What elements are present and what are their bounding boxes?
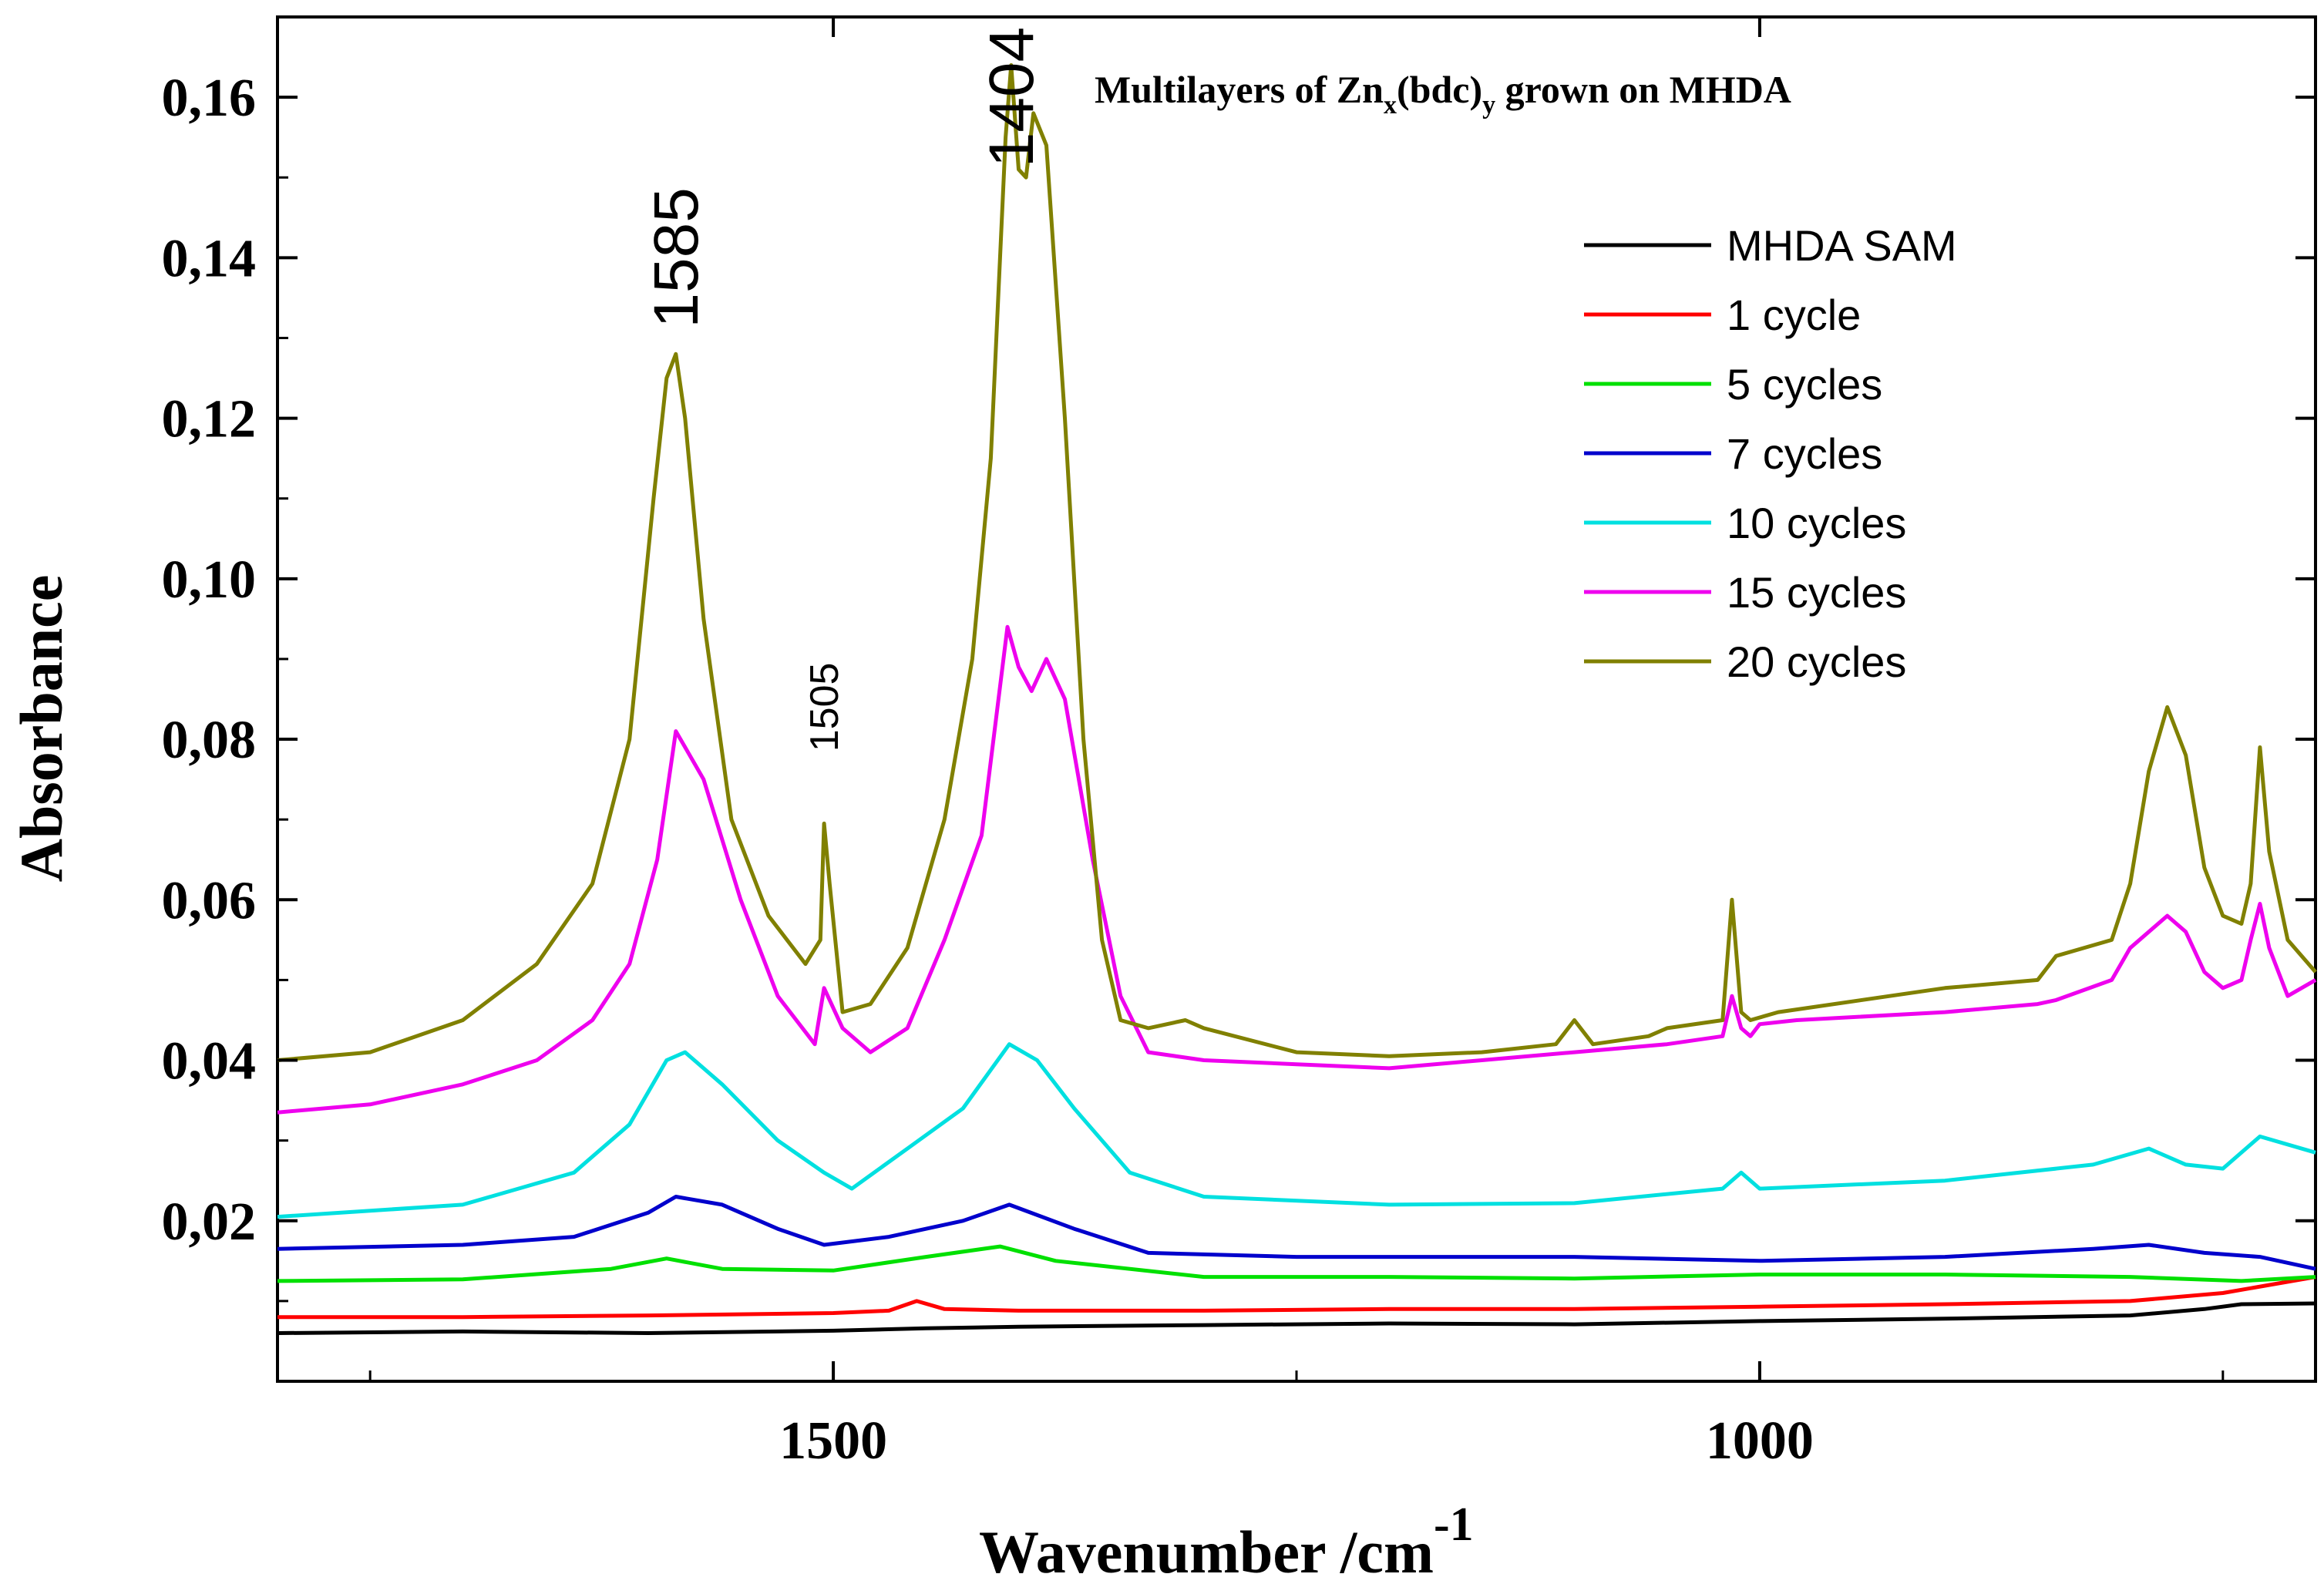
chart-title: Multilayers of Znx(bdc)y grown on MHDA	[1095, 68, 1791, 119]
annotation-layer: 1585 1404 1505	[641, 27, 1047, 752]
legend-label: MHDA SAM	[1727, 221, 1957, 270]
plot-frame	[276, 15, 2317, 1383]
y-tick-label: 0,06	[162, 871, 257, 930]
series-line-6	[277, 624, 2317, 1115]
legend-label: 5 cycles	[1727, 360, 1882, 409]
series-line-4	[277, 1195, 2316, 1271]
y-tick-label: 0,10	[162, 550, 257, 610]
series-line-2	[277, 1275, 2316, 1320]
y-tick-label: 0,08	[162, 711, 257, 770]
legend-label: 20 cycles	[1727, 637, 1906, 686]
y-tick-label: 0,16	[162, 69, 257, 128]
peak-annotation: 1505	[802, 663, 847, 752]
x-tick-label: 1000	[1706, 1411, 1814, 1471]
legend: MHDA SAM 1 cycle 5 cycles 7 cycles 10 cycles…	[1584, 221, 1957, 686]
peak-annotation: 1585	[641, 187, 711, 328]
series-line-1	[277, 1301, 2316, 1335]
series-line-3	[277, 1244, 2316, 1283]
peak-annotation: 1404	[977, 27, 1047, 167]
y-tick-label: 0,04	[162, 1032, 257, 1091]
legend-label: 10 cycles	[1727, 499, 1906, 547]
y-tick-label: 0,12	[162, 390, 257, 449]
series-line-5	[277, 1042, 2316, 1219]
series-layer	[277, 63, 2317, 1335]
x-axis-title: Wavenumber /cm-1	[979, 1498, 1474, 1584]
y-tick-label: 0,02	[162, 1192, 257, 1252]
legend-label: 7 cycles	[1727, 429, 1882, 478]
legend-label: 1 cycle	[1727, 291, 1861, 339]
x-tick-label: 1500	[779, 1411, 887, 1471]
y-tick-label: 0,14	[162, 229, 257, 288]
axis-layer: 0,02 0,04 0,06 0,08 0,10 0,12 0,14 0,16 1500 1000	[162, 15, 2316, 1471]
y-axis-title: Absorbance	[8, 575, 75, 883]
legend-label: 15 cycles	[1727, 568, 1906, 617]
series-line-7	[277, 63, 2317, 1062]
